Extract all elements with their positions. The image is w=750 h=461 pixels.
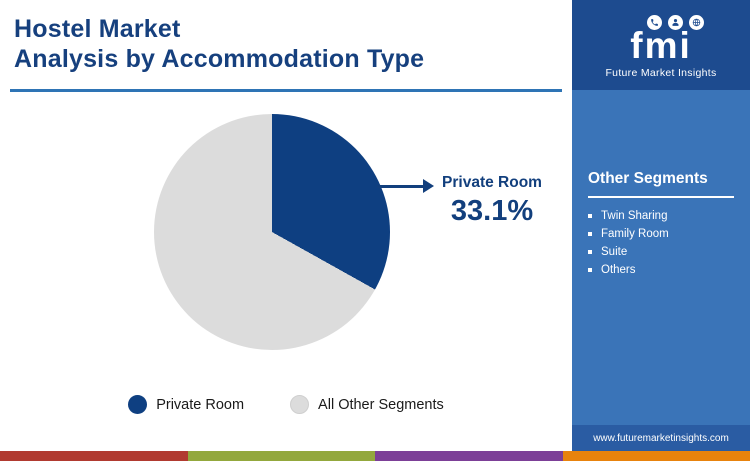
list-item: Suite bbox=[588, 246, 734, 258]
brand-text: fmi bbox=[630, 25, 692, 66]
segment-label: Others bbox=[601, 264, 636, 276]
slice-annotation: Private Room 33.1% bbox=[433, 174, 551, 228]
legend-item-private-room: Private Room bbox=[128, 395, 244, 414]
stripe-segment-orange bbox=[562, 451, 750, 461]
annotation-label: Private Room bbox=[442, 174, 542, 191]
arrow-right-icon bbox=[423, 179, 434, 193]
bullet-icon bbox=[588, 214, 592, 218]
bullet-icon bbox=[588, 268, 592, 272]
list-item: Family Room bbox=[588, 228, 734, 240]
header-divider bbox=[10, 89, 562, 92]
legend-label: All Other Segments bbox=[318, 396, 444, 413]
annotation-value: 33.1% bbox=[450, 195, 534, 227]
segment-label: Family Room bbox=[601, 228, 669, 240]
callout-arrow-line bbox=[377, 185, 424, 188]
globe-icon bbox=[688, 15, 704, 30]
legend-item-all-other-segments: All Other Segments bbox=[290, 395, 444, 414]
company-name: Future Market Insights bbox=[605, 67, 717, 79]
other-segments-heading: Other Segments bbox=[588, 170, 708, 187]
legend-swatch-navy bbox=[128, 395, 148, 414]
chart-legend: Private Room All Other Segments bbox=[0, 395, 572, 414]
title-line-2: Analysis by Accommodation Type bbox=[14, 45, 425, 73]
list-item: Others bbox=[588, 264, 734, 276]
stripe-segment-red bbox=[0, 451, 188, 461]
website-strip: www.futuremarketinsights.com bbox=[572, 425, 750, 451]
sidebar-content: Other Segments Twin Sharing Family Room … bbox=[572, 170, 750, 276]
bullet-icon bbox=[588, 250, 592, 254]
website-link[interactable]: www.futuremarketinsights.com bbox=[593, 432, 729, 444]
legend-label: Private Room bbox=[156, 396, 245, 413]
stripe-segment-green bbox=[187, 451, 375, 461]
bottom-color-stripe bbox=[0, 451, 750, 461]
page-title: Hostel Market Analysis by Accommodation … bbox=[14, 14, 559, 74]
phone-icon bbox=[646, 15, 662, 30]
legend-swatch-gray bbox=[290, 395, 310, 414]
logo-icons bbox=[646, 15, 704, 30]
stripe-segment-purple bbox=[375, 451, 563, 461]
sidebar-divider bbox=[588, 196, 734, 198]
fmi-logo: fmi Future Market Insights bbox=[572, 0, 750, 90]
segment-label: Suite bbox=[601, 246, 628, 258]
segment-list: Twin Sharing Family Room Suite Others bbox=[588, 210, 734, 276]
person-icon bbox=[667, 15, 683, 30]
title-line-1: Hostel Market bbox=[14, 15, 181, 43]
segment-label: Twin Sharing bbox=[601, 210, 668, 222]
list-item: Twin Sharing bbox=[588, 210, 734, 222]
sidebar: fmi Future Market Insights Other Segment… bbox=[572, 0, 750, 451]
bullet-icon bbox=[588, 232, 592, 236]
pie-chart bbox=[154, 114, 390, 350]
